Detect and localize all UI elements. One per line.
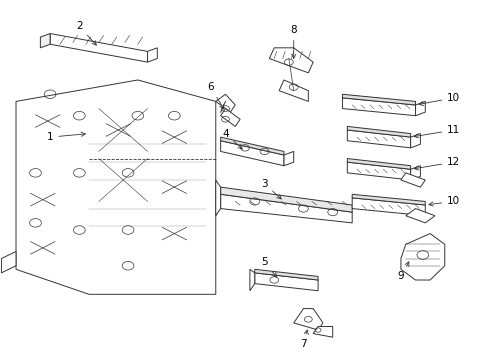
Polygon shape — [416, 102, 425, 116]
Text: 10: 10 — [419, 93, 460, 105]
Polygon shape — [352, 194, 425, 205]
Polygon shape — [284, 152, 294, 166]
Polygon shape — [343, 94, 416, 105]
Text: 7: 7 — [300, 330, 308, 349]
Polygon shape — [270, 48, 313, 73]
Polygon shape — [343, 98, 416, 116]
Text: 12: 12 — [415, 157, 461, 170]
Polygon shape — [406, 208, 435, 223]
Polygon shape — [1, 251, 16, 273]
Text: 4: 4 — [222, 129, 242, 149]
Polygon shape — [347, 126, 411, 137]
Text: 5: 5 — [261, 257, 277, 277]
Polygon shape — [352, 198, 425, 216]
Polygon shape — [216, 180, 220, 216]
Polygon shape — [401, 234, 445, 280]
Polygon shape — [347, 130, 411, 148]
Polygon shape — [220, 194, 352, 223]
Polygon shape — [411, 166, 420, 180]
Text: 6: 6 — [208, 82, 223, 109]
Polygon shape — [220, 141, 284, 166]
Polygon shape — [220, 187, 352, 212]
Polygon shape — [220, 109, 240, 126]
Polygon shape — [279, 80, 308, 102]
Text: 1: 1 — [47, 132, 85, 142]
Polygon shape — [347, 158, 411, 169]
Text: 8: 8 — [291, 25, 297, 58]
Text: 3: 3 — [261, 179, 281, 199]
Polygon shape — [255, 269, 318, 280]
Polygon shape — [16, 80, 216, 294]
Polygon shape — [294, 309, 323, 330]
Polygon shape — [216, 94, 235, 112]
Text: 10: 10 — [429, 197, 460, 206]
Polygon shape — [255, 273, 318, 291]
Text: 9: 9 — [397, 262, 409, 282]
Polygon shape — [347, 162, 411, 180]
Text: 11: 11 — [415, 125, 461, 138]
Polygon shape — [50, 33, 147, 62]
Polygon shape — [411, 134, 420, 148]
Polygon shape — [220, 137, 284, 155]
Text: 2: 2 — [76, 21, 97, 45]
Polygon shape — [401, 173, 425, 187]
Polygon shape — [147, 48, 157, 62]
Polygon shape — [313, 327, 333, 337]
Polygon shape — [250, 269, 255, 291]
Polygon shape — [40, 33, 50, 48]
